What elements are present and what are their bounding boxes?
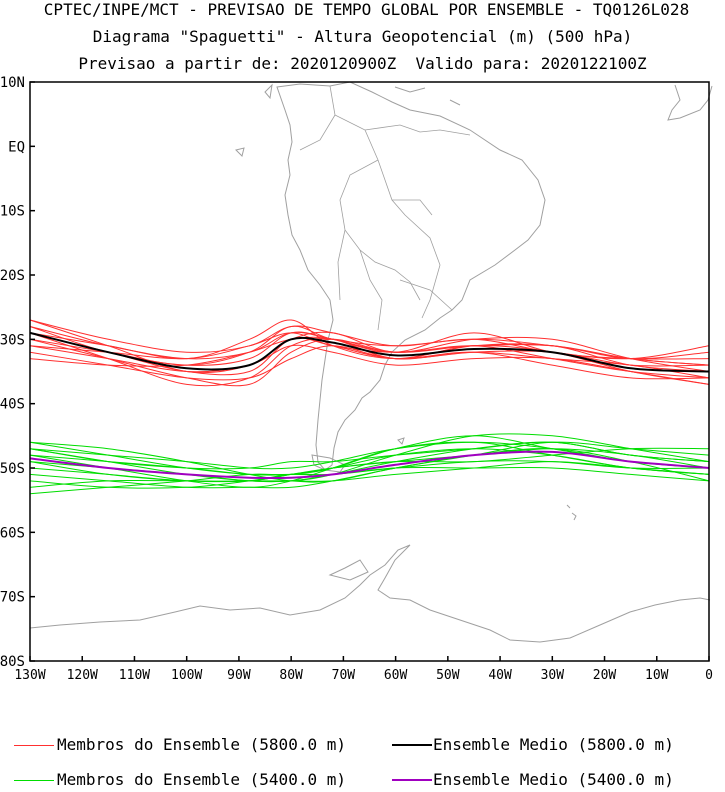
- member-line-5400-14: [29, 447, 710, 495]
- country-borders: [299, 85, 471, 331]
- plot-frame: [29, 81, 710, 662]
- legend-line-members-5800: [14, 745, 54, 746]
- chart-subtitle: Diagrama "Spaguetti" - Altura Geopotenci…: [92, 27, 633, 46]
- x-tick-label: 20W: [593, 668, 617, 683]
- x-tick-label: 30W: [541, 668, 565, 683]
- coastline-map: [29, 81, 713, 643]
- south-america-coastline: [276, 81, 546, 471]
- y-tick-label: 70S: [0, 590, 25, 606]
- x-tick-label: 110W: [119, 668, 150, 683]
- y-tick-label: 10S: [0, 204, 25, 220]
- y-tick-label: 40S: [0, 397, 25, 413]
- member-line-5400-11: [29, 441, 710, 470]
- member-line-5400-2: [29, 441, 710, 483]
- x-tick-label: 70W: [332, 668, 356, 683]
- x-tick-label: 40W: [488, 668, 512, 683]
- x-tick-label: 10W: [645, 668, 669, 683]
- member-line-5800-13: [29, 332, 710, 366]
- mean-line-5400: [29, 450, 710, 480]
- x-tick-label: 60W: [384, 668, 408, 683]
- x-tick-label: 0: [705, 668, 713, 683]
- x-tick-label: 100W: [171, 668, 202, 683]
- legend-label-members-5800: Membros do Ensemble (5800.0 m): [57, 735, 346, 754]
- member-line-5800-6: [29, 319, 710, 372]
- x-tick-label: 80W: [279, 668, 303, 683]
- x-tick-label: 120W: [67, 668, 98, 683]
- africa-coastline: [667, 84, 713, 121]
- y-tick-label: 10N: [0, 75, 25, 91]
- x-tick-label: 50W: [436, 668, 460, 683]
- y-tick-label: 60S: [0, 525, 25, 541]
- legend-line-mean-5800: [392, 744, 432, 746]
- y-tick-label: 30S: [0, 332, 25, 348]
- y-tick-label: 20S: [0, 268, 25, 284]
- y-tick-label: 80S: [0, 654, 25, 670]
- antarctica-coastline: [29, 544, 711, 643]
- legend-label-mean-5800: Ensemble Medio (5800.0 m): [433, 735, 674, 754]
- member-line-5400-8: [29, 448, 710, 489]
- central-america-coastline: [235, 83, 461, 157]
- legend-line-members-5400: [14, 780, 54, 781]
- y-tick-label: EQ: [8, 139, 25, 155]
- x-tick-label: 130W: [14, 668, 45, 683]
- legend-label-mean-5400: Ensemble Medio (5400.0 m): [433, 770, 674, 789]
- mean-line-5800: [29, 331, 710, 373]
- chart-subtitle-dates: Previsao a partir de: 2020120900Z Valido…: [78, 54, 647, 73]
- member-line-5800-5: [29, 344, 710, 385]
- y-tick-label: 50S: [0, 461, 25, 477]
- x-tick-label: 90W: [227, 668, 251, 683]
- islands: [397, 437, 577, 521]
- legend-line-mean-5400: [392, 779, 432, 781]
- legend-label-members-5400: Membros do Ensemble (5400.0 m): [57, 770, 346, 789]
- chart-title: CPTEC/INPE/MCT - PREVISAO DE TEMPO GLOBA…: [43, 0, 690, 19]
